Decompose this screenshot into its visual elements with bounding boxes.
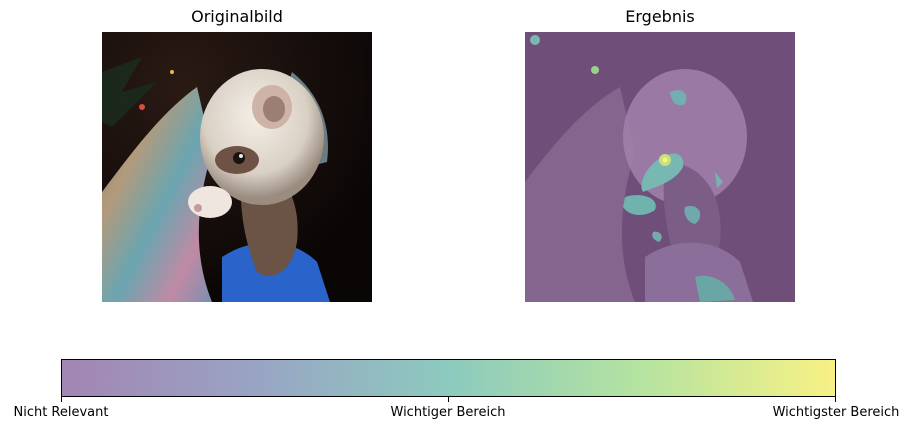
colorbar-tick <box>61 397 62 402</box>
colorbar <box>61 359 836 397</box>
colorbar-tick-label: Wichtigster Bereich <box>772 405 900 420</box>
ferret-photo <box>102 32 372 302</box>
saliency-overlay <box>525 32 795 302</box>
result-image <box>525 32 795 302</box>
original-image-title: Originalbild <box>191 7 283 26</box>
result-image-title: Ergebnis <box>625 7 695 26</box>
original-image <box>102 32 372 302</box>
colorbar-tick <box>448 397 449 402</box>
colorbar-tick-label: Wichtiger Bereich <box>390 405 506 420</box>
colorbar-tick-label: Nicht Relevant <box>13 405 109 420</box>
colorbar-tick <box>835 397 836 402</box>
